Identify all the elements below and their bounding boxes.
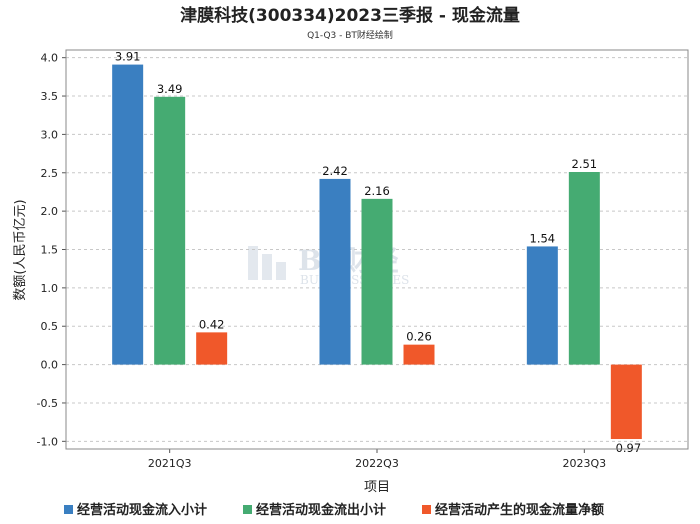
- y-tick-label: -0.5: [37, 397, 58, 410]
- data-labels: 3.91 3.49 0.42 2.42 2.16 0.26 1.54 2.51 -0.97: [115, 50, 641, 455]
- y-tick-label: 4.0: [41, 52, 59, 65]
- data-label: 0.42: [199, 317, 225, 331]
- chart-subtitle: Q1-Q3 - BT财经绘制: [307, 29, 393, 41]
- legend-label: 经营活动产生的现金流量净额: [435, 502, 604, 518]
- y-tick-label: 3.0: [41, 128, 59, 141]
- chart-title: 津膜科技(300334)2023三季报 - 现金流量: [180, 5, 520, 26]
- legend-swatch: [422, 505, 431, 514]
- data-label: -0.97: [611, 441, 641, 455]
- y-tick-label: -1.0: [37, 435, 58, 448]
- data-label: 2.16: [364, 184, 390, 198]
- x-tick-label: 2023Q3: [563, 457, 607, 470]
- x-axis-label: 项目: [364, 480, 390, 495]
- bar: [319, 178, 351, 365]
- bar: [403, 344, 435, 365]
- bar: [568, 172, 600, 365]
- data-label: 2.51: [572, 157, 598, 171]
- watermark-logo-bar-2: [262, 254, 272, 280]
- bar: [196, 332, 228, 365]
- data-label: 0.26: [406, 330, 432, 344]
- y-axis-ticks: 4.0 3.5 3.0 2.5 2.0 1.5 1.0 0.5 0.0 -0.5 -1.0: [37, 52, 66, 448]
- y-tick-label: 2.0: [41, 205, 59, 218]
- y-tick-label: 0.0: [41, 359, 59, 372]
- y-tick-label: 1.5: [41, 244, 59, 257]
- bar: [610, 364, 642, 440]
- y-tick-label: 1.0: [41, 282, 59, 295]
- bar: [361, 198, 393, 365]
- data-label: 1.54: [530, 231, 556, 245]
- bar: [112, 64, 144, 365]
- x-tick-label: 2022Q3: [355, 457, 399, 470]
- legend-swatch: [243, 505, 252, 514]
- bar: [526, 246, 558, 365]
- y-tick-label: 3.5: [41, 90, 59, 103]
- legend: 经营活动现金流入小计 经营活动现金流出小计 经营活动产生的现金流量净额: [64, 502, 604, 518]
- watermark-logo-bar-3: [276, 262, 286, 280]
- data-label: 3.49: [157, 82, 183, 96]
- x-axis-ticks: 2021Q3 2022Q3 2023Q3: [148, 449, 606, 470]
- legend-label: 经营活动现金流入小计: [77, 502, 207, 518]
- data-label: 2.42: [322, 164, 348, 178]
- plot-frame: [65, 49, 689, 450]
- legend-swatch: [64, 505, 73, 514]
- y-tick-label: 0.5: [41, 320, 59, 333]
- watermark-tagline: BUSINESSTIMES: [300, 273, 409, 287]
- bar: [154, 96, 186, 365]
- y-tick-label: 2.5: [41, 167, 59, 180]
- legend-label: 经营活动现金流出小计: [256, 502, 386, 518]
- bar-series: [112, 64, 642, 440]
- y-axis-label: 数额(人民币亿元): [13, 199, 28, 300]
- data-label: 3.91: [115, 50, 141, 64]
- x-tick-label: 2021Q3: [148, 457, 192, 470]
- watermark-logo-bar-1: [248, 246, 258, 280]
